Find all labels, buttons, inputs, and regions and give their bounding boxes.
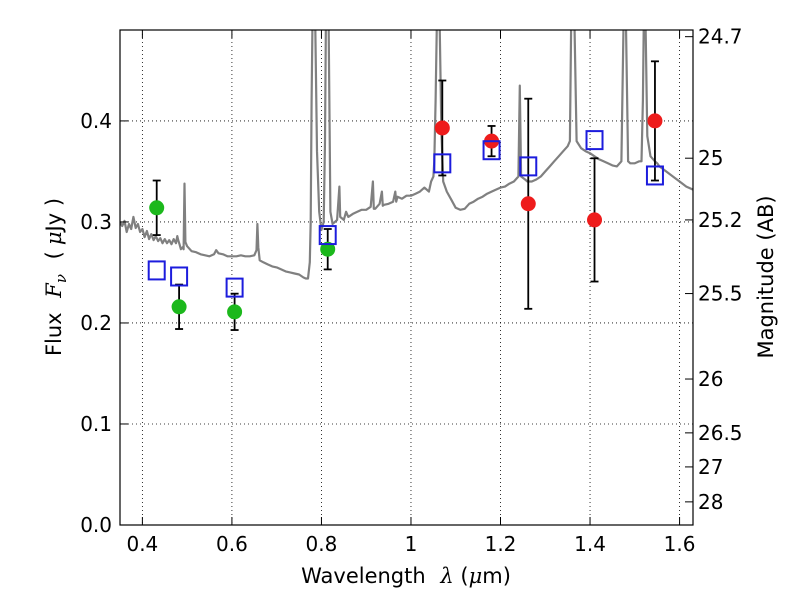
grid: [120, 30, 693, 525]
axis-ticks: 0.4 0.6 0.8 1 1.2 1.4 1.6 0.0 0.1 0.2 0.3 0.4 24.7 25…: [80, 25, 742, 556]
model-photometry-square: [318, 225, 337, 246]
observed-point: [227, 304, 243, 320]
model-photometry-square: [433, 153, 452, 174]
y-tick-label: 0.2: [80, 311, 112, 335]
y2-tick-label: 26.5: [698, 421, 743, 445]
model-photometry-square: [519, 156, 538, 177]
x-axis-title: Wavelength λ (μm): [301, 564, 511, 588]
y2-tick-label: 28: [698, 490, 723, 514]
model-photometry-square: [482, 140, 501, 161]
x-tick-label: 1: [405, 532, 418, 556]
y-tick-label: 0.0: [80, 513, 112, 537]
plot-area: [120, 30, 693, 331]
y-tick-label: 0.4: [80, 109, 112, 133]
model-photometry-square: [645, 165, 664, 186]
model-photometry-square: [225, 277, 244, 298]
plot-frame: [119, 29, 694, 526]
x-tick-label: 1.2: [485, 532, 517, 556]
y2-tick-label: 26: [698, 367, 723, 391]
y2-tick-label: 25.5: [698, 282, 743, 306]
model-photometry-square: [170, 266, 189, 287]
observed-point: [647, 113, 663, 129]
model-spectrum-line: [120, 30, 693, 280]
x-tick-label: 0.6: [216, 532, 248, 556]
y-tick-label: 0.3: [80, 210, 112, 234]
model-photometry-square: [585, 130, 604, 151]
y2-tick-label: 25.2: [698, 208, 743, 232]
observed-point: [171, 299, 187, 315]
x-tick-label: 0.4: [126, 532, 158, 556]
y-tick-label: 0.1: [80, 412, 112, 436]
y2-tick-label: 24.7: [698, 25, 743, 49]
x-tick-label: 1.4: [574, 532, 606, 556]
observed-point: [149, 200, 165, 216]
model-photometry-square: [147, 260, 166, 281]
x-tick-label: 0.8: [306, 532, 338, 556]
plot-data: [120, 30, 693, 331]
y-axis-title: Flux Fν (μJy ): [42, 198, 71, 356]
observed-point: [520, 196, 536, 212]
observed-point: [320, 241, 336, 257]
y2-tick-label: 25: [698, 146, 723, 170]
y2-tick-label: 27: [698, 455, 723, 479]
observed-point: [587, 212, 603, 228]
observed-point: [434, 120, 450, 136]
x-tick-label: 1.6: [664, 532, 696, 556]
y2-axis-title: Magnitude (AB): [754, 195, 778, 358]
